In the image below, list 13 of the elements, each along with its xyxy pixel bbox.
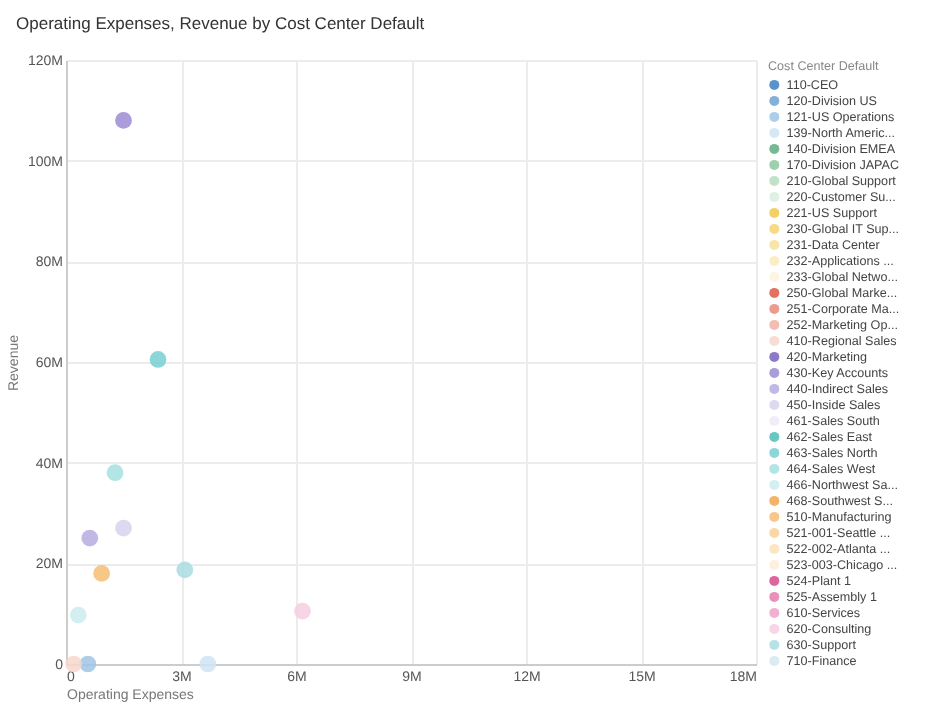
point: [81, 529, 99, 547]
point: [115, 519, 132, 537]
point: [294, 602, 311, 620]
point: [199, 655, 217, 673]
point: [93, 565, 111, 582]
chart-title: Operating Expenses, Revenue by Cost Center Default: [16, 13, 426, 33]
point: [79, 655, 97, 673]
point: [176, 561, 194, 579]
point: [149, 351, 167, 368]
point: [69, 606, 87, 624]
point: [65, 655, 83, 673]
point: [106, 464, 124, 482]
point: [115, 112, 132, 129]
